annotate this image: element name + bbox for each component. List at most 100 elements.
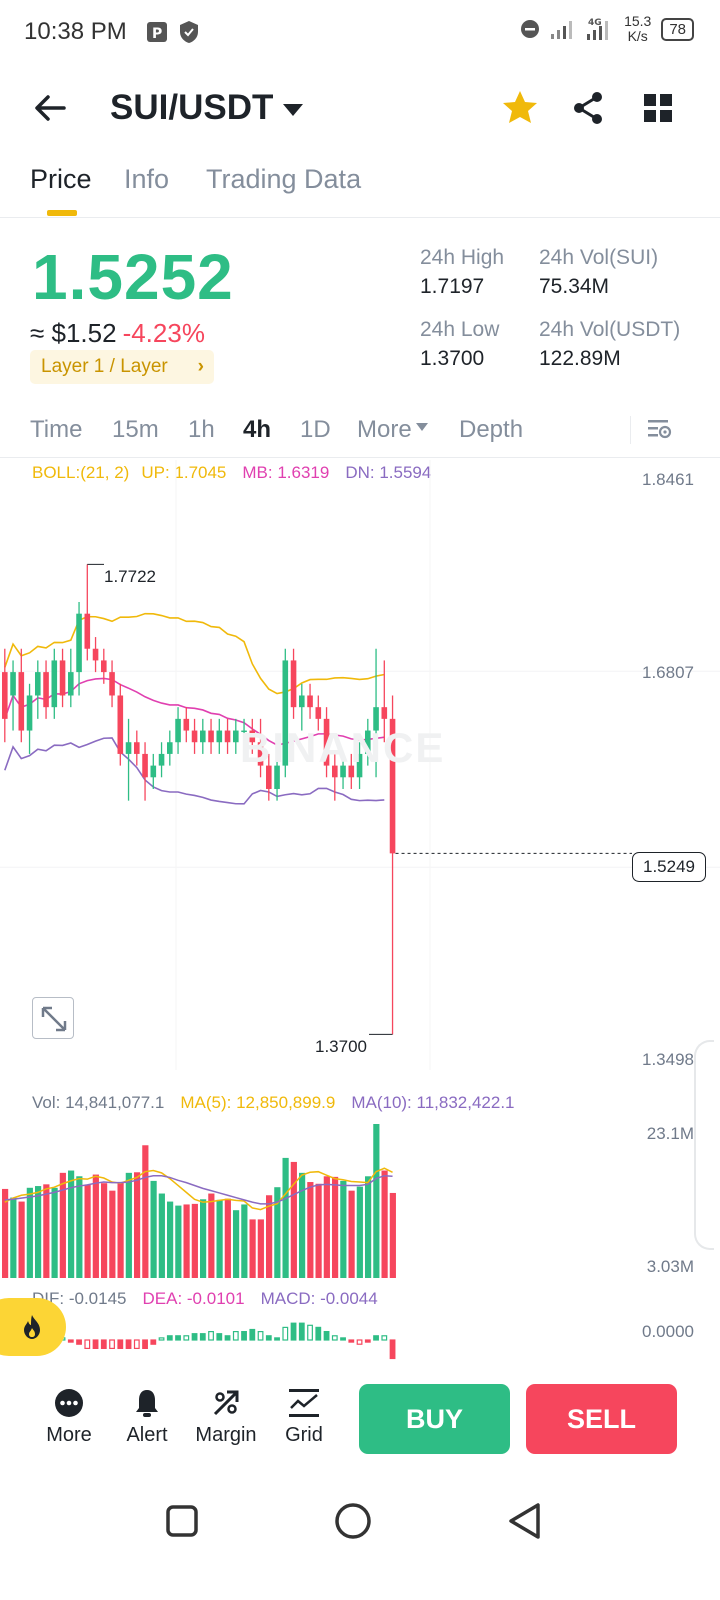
pair-title: SUI/USDT	[110, 88, 274, 127]
app-notification-icon: P	[147, 22, 167, 42]
candlestick-chart[interactable]	[0, 460, 720, 1070]
candle-body	[332, 765, 338, 778]
candle-body	[76, 613, 82, 673]
candle	[26, 683, 33, 754]
dnd-icon	[521, 20, 540, 38]
macd-bar	[191, 1333, 198, 1341]
price-axis-bottom: 1.3498	[642, 1050, 694, 1069]
candle-body	[282, 660, 289, 766]
interval-1h[interactable]: 1h	[188, 416, 215, 443]
category-tag[interactable]: Layer 1 / Layer ›	[30, 350, 214, 384]
candle-body	[249, 730, 256, 743]
volume-bar	[356, 1186, 363, 1278]
candle	[43, 660, 49, 719]
net-speed: 15.3 K/s	[624, 13, 652, 44]
candle-body	[109, 672, 115, 696]
candle	[241, 718, 247, 743]
star-icon[interactable]	[500, 88, 540, 128]
macd-bar	[224, 1335, 231, 1341]
macd-bar	[216, 1333, 223, 1341]
home-nav-button[interactable]	[335, 1503, 371, 1539]
pair-selector[interactable]: SUI/USDT	[110, 88, 304, 128]
volume-bar	[167, 1201, 174, 1278]
alert-button[interactable]: Alert	[107, 1388, 187, 1447]
side-panel-handle[interactable]	[694, 1040, 714, 1250]
more-button[interactable]: More	[29, 1388, 109, 1447]
chart-settings-icon[interactable]	[646, 416, 672, 442]
macd-bar	[67, 1339, 74, 1343]
caret-down-icon	[283, 104, 304, 116]
candle-body	[35, 672, 41, 696]
volume-ma10: MA(10): 11,832,422.1	[351, 1093, 515, 1112]
volume-bar	[348, 1190, 355, 1278]
category-tag-label: Layer 1 / Layer	[41, 356, 168, 377]
volume-bar	[76, 1176, 83, 1278]
back-nav-button[interactable]	[509, 1503, 540, 1539]
macd-bar	[84, 1339, 91, 1349]
interval-15m[interactable]: 15m	[112, 416, 159, 443]
candle-body	[92, 648, 99, 661]
back-arrow-icon[interactable]	[30, 88, 70, 128]
macd-bar	[183, 1335, 190, 1341]
volume-bar	[282, 1157, 289, 1278]
share-icon[interactable]	[568, 88, 608, 128]
macd-bar	[356, 1339, 363, 1345]
macd-bar	[241, 1331, 247, 1341]
grid-bot-icon	[289, 1389, 319, 1417]
macd-bar	[166, 1335, 173, 1341]
candle-body	[381, 707, 388, 719]
status-system-icons: 4G 15.3 K/s 78	[520, 14, 694, 44]
candle	[348, 753, 355, 789]
buy-button[interactable]: BUY	[359, 1384, 510, 1454]
current-price-tag[interactable]: 1.5249	[632, 852, 706, 882]
grid-button[interactable]: Grid	[264, 1388, 344, 1447]
volume-bar	[340, 1180, 347, 1278]
macd-axis-zero: 0.0000	[642, 1322, 694, 1341]
hot-coin-button[interactable]	[0, 1298, 66, 1356]
expand-chart-button[interactable]	[32, 997, 74, 1039]
interval-1d[interactable]: 1D	[300, 416, 331, 443]
macd-bar	[150, 1339, 157, 1345]
interval-4h[interactable]: 4h	[243, 416, 272, 443]
candle	[224, 718, 231, 754]
interval-depth[interactable]: Depth	[459, 416, 524, 443]
stat-24h-vol-base: 24h Vol(SUI) 75.34M	[539, 246, 659, 298]
candle-body	[59, 660, 66, 696]
candle	[257, 718, 264, 778]
macd-dea: DEA: -0.0101	[142, 1289, 245, 1308]
shield-icon	[180, 21, 198, 43]
candle-body	[43, 672, 49, 708]
tab-price[interactable]: Price	[30, 164, 92, 194]
macd-bar	[133, 1339, 140, 1349]
candle	[84, 564, 91, 661]
interval-more[interactable]: More	[357, 416, 428, 444]
grid-menu-icon[interactable]	[638, 88, 678, 128]
boll-up-line	[4, 612, 385, 695]
tab-info[interactable]: Info	[124, 164, 170, 194]
candle-body	[348, 765, 355, 778]
volume-bar	[208, 1193, 215, 1278]
active-tab-indicator	[47, 210, 77, 216]
tab-trading-data[interactable]: Trading Data	[206, 164, 362, 194]
candle	[274, 753, 280, 801]
candle-body	[299, 695, 305, 708]
recents-nav-button[interactable]	[166, 1505, 198, 1537]
candle-body	[134, 742, 140, 754]
boll-dn: DN: 1.5594	[345, 463, 432, 482]
candle	[266, 753, 272, 801]
volume-bar	[290, 1161, 297, 1278]
candle	[158, 742, 165, 778]
interval-time[interactable]: Time	[30, 416, 83, 443]
stat-24h-high: 24h High 1.7197	[420, 246, 505, 298]
volume-bar	[59, 1172, 66, 1278]
candle	[150, 753, 157, 789]
candle-body	[323, 718, 330, 766]
macd-bar	[92, 1339, 99, 1349]
candle	[117, 683, 124, 766]
margin-button[interactable]: Margin	[186, 1388, 266, 1447]
macd-bar	[348, 1339, 355, 1343]
candle	[183, 707, 190, 743]
sell-button[interactable]: SELL	[526, 1384, 677, 1454]
boll-mb: MB: 1.6319	[242, 463, 330, 482]
volume-bar	[224, 1198, 231, 1278]
